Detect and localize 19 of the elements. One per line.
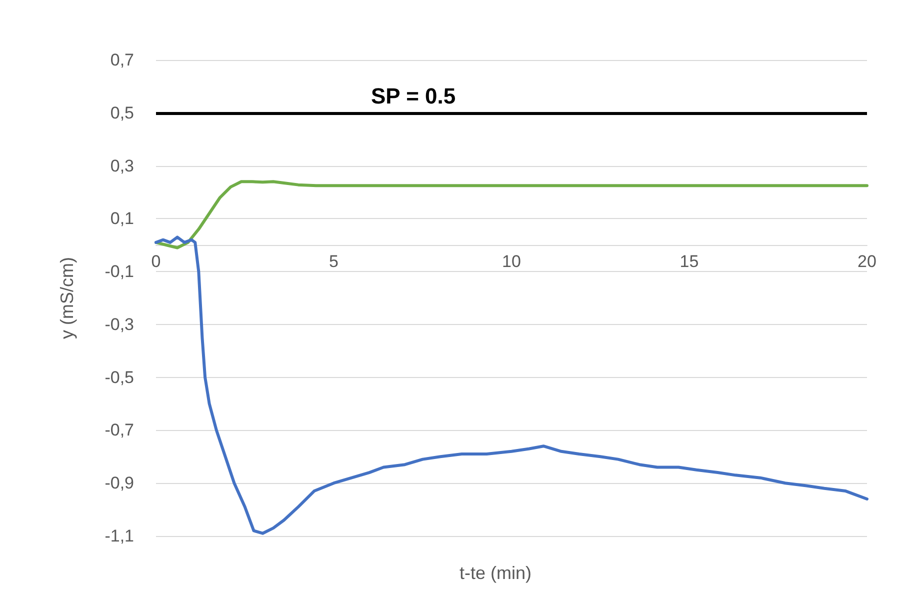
x-tick-label: 0 (151, 252, 161, 272)
x-tick-label: 20 (858, 252, 876, 272)
x-tick-label: 10 (502, 252, 521, 272)
y-tick-label: -0,9 (104, 474, 134, 493)
y-tick-label: -1,1 (104, 526, 134, 546)
y-tick-label: -0,3 (104, 314, 134, 334)
y-tick-label: -0,1 (104, 262, 134, 282)
ref-line-label: SP = 0.5 (371, 83, 456, 108)
y-tick-label: -0,7 (104, 420, 134, 440)
y-tick-label: 0,7 (110, 50, 134, 70)
line-series (154, 180, 868, 250)
x-axis-title: t-te (min) (460, 563, 532, 583)
y-tick-label: -0,5 (104, 368, 134, 387)
y-tick-label: 0,5 (110, 103, 134, 122)
x-tick-label: 5 (329, 252, 338, 272)
y-tick-label: 0,1 (110, 209, 134, 228)
x-tick-label: 15 (680, 252, 699, 272)
y-tick-label: 0,3 (110, 156, 134, 176)
y-axis-title: y (mS/cm) (57, 257, 77, 339)
